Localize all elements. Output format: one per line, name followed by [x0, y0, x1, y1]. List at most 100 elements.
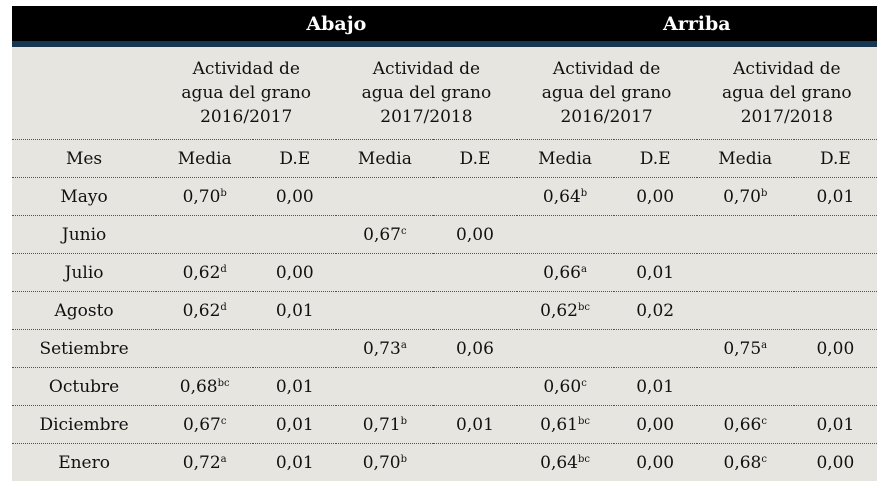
table-row: Diciembre 0,67c 0,01 0,71b 0,01 0,61bc 0,00 0,6…: [12, 405, 877, 444]
de-cell: 0,01: [793, 177, 877, 216]
subheader-line: agua del grano: [541, 83, 672, 103]
media-cell: [516, 329, 614, 368]
significance-letter: a: [400, 339, 407, 351]
media-cell: [696, 291, 794, 330]
cell-value: 0,73: [362, 338, 401, 359]
media-cell: 0,62d: [156, 253, 254, 292]
media-cell: 0,70b: [336, 444, 433, 482]
group-header-row: Abajo Arriba: [12, 6, 877, 44]
de-cell: 0,02: [613, 291, 697, 330]
subheader-line: Actividad de: [552, 59, 661, 79]
col-header-media: Media: [336, 139, 434, 178]
cell-value: 0,71: [362, 414, 401, 435]
de-cell: 0,00: [253, 253, 337, 292]
significance-letter: d: [220, 301, 227, 313]
significance-letter: b: [760, 187, 768, 199]
de-cell: 0,00: [613, 405, 697, 444]
media-cell: [696, 215, 794, 254]
media-cell: 0,70b: [156, 177, 254, 216]
de-cell: 0,00: [794, 444, 877, 482]
data-table-container: Abajo Arriba Actividad de agua del grano 2…: [12, 6, 877, 481]
cell-value: 0,01: [636, 376, 675, 397]
media-cell: [336, 291, 434, 330]
col-header-media: Media: [156, 139, 254, 178]
significance-letter: bc: [577, 301, 590, 313]
cell-value: 0,01: [275, 452, 314, 473]
subheader-line: agua del grano: [181, 83, 312, 103]
month-cell: Agosto: [12, 291, 157, 330]
media-cell: 0,64bc: [517, 444, 614, 482]
de-cell: 0,01: [253, 367, 337, 406]
cell-value: 0,62: [540, 300, 578, 321]
significance-letter: b: [220, 187, 227, 199]
de-cell: 0,00: [433, 215, 517, 254]
table-row: Junio 0,67c 0,00: [12, 215, 877, 254]
media-cell: 0,75a: [696, 329, 794, 368]
subheader-empty: [12, 41, 157, 140]
significance-letter: d: [220, 263, 227, 275]
significance-letter: c: [761, 415, 767, 427]
subheader-line: Actividad de: [733, 59, 841, 79]
de-cell: [613, 329, 697, 368]
media-cell: 0,66c: [696, 405, 794, 444]
significance-letter: bc: [577, 415, 590, 427]
significance-letter: b: [400, 453, 407, 465]
de-cell: [253, 215, 337, 254]
cell-value: 0,00: [816, 452, 855, 473]
cell-value: 0,00: [456, 224, 494, 245]
cell-value: 0,70: [362, 452, 401, 473]
table-row: Enero 0,72a 0,01 0,70b 0,64bc 0,00 0,68c 0,00: [12, 444, 877, 482]
significance-letter: a: [581, 263, 587, 275]
table-row: Agosto 0,62d 0,01 0,62bc 0,02: [12, 291, 877, 330]
subheader-cell: Actividad de agua del grano 2016/2017: [516, 41, 697, 140]
de-cell: [793, 215, 877, 254]
de-cell: 0,00: [253, 177, 337, 216]
cell-value: 0,01: [636, 262, 675, 283]
month-cell: Octubre: [12, 367, 157, 406]
table-row: Mayo 0,70b 0,00 0,64b 0,00 0,70b 0,01: [12, 177, 877, 216]
water-activity-table: Abajo Arriba Actividad de agua del grano 2…: [12, 6, 877, 481]
month-cell: Setiembre: [12, 329, 157, 368]
month-cell: Junio: [12, 215, 157, 254]
significance-letter: bc: [577, 453, 590, 465]
significance-letter: b: [400, 415, 407, 427]
cell-value: 0,01: [275, 300, 314, 321]
month-cell: Julio: [12, 253, 157, 292]
cell-value: 0,01: [816, 414, 855, 435]
media-cell: 0,62d: [156, 291, 254, 330]
de-cell: [433, 367, 517, 406]
significance-letter: c: [761, 453, 767, 465]
media-cell: 0,72a: [156, 444, 253, 482]
cell-value: 0,01: [275, 414, 314, 435]
col-header-de: D.E: [433, 139, 517, 178]
cell-value: 0,67: [182, 414, 221, 435]
significance-letter: c: [401, 225, 407, 237]
de-cell: [613, 215, 697, 254]
significance-letter: bc: [217, 377, 230, 389]
cell-value: 0,70: [182, 186, 221, 207]
significance-letter: a: [220, 453, 227, 465]
de-cell: [793, 291, 877, 330]
de-cell: 0,01: [253, 444, 336, 482]
cell-value: 0,67: [363, 224, 401, 245]
significance-letter: a: [761, 339, 768, 351]
cell-value: 0,64: [540, 452, 578, 473]
cell-value: 0,64: [542, 186, 581, 207]
de-cell: [433, 253, 517, 292]
de-cell: 0,01: [433, 405, 517, 444]
media-cell: 0,68bc: [156, 367, 254, 406]
significance-letter: c: [220, 415, 227, 427]
col-header-de: D.E: [613, 139, 697, 178]
media-cell: 0,70b: [696, 177, 794, 216]
column-header-row: Mes Media D.E Media D.E Media D.E Media …: [12, 139, 877, 178]
media-cell: [336, 253, 434, 292]
media-cell: 0,66a: [516, 253, 614, 292]
col-header-de: D.E: [793, 139, 877, 178]
media-cell: 0,62bc: [516, 291, 614, 330]
cell-value: 0,00: [636, 452, 675, 473]
subheader-line: agua del grano: [361, 83, 492, 103]
group-header-left: Abajo: [156, 6, 517, 44]
media-cell: [696, 367, 794, 406]
cell-value: 0,00: [275, 262, 314, 283]
col-header-media: Media: [696, 139, 794, 178]
